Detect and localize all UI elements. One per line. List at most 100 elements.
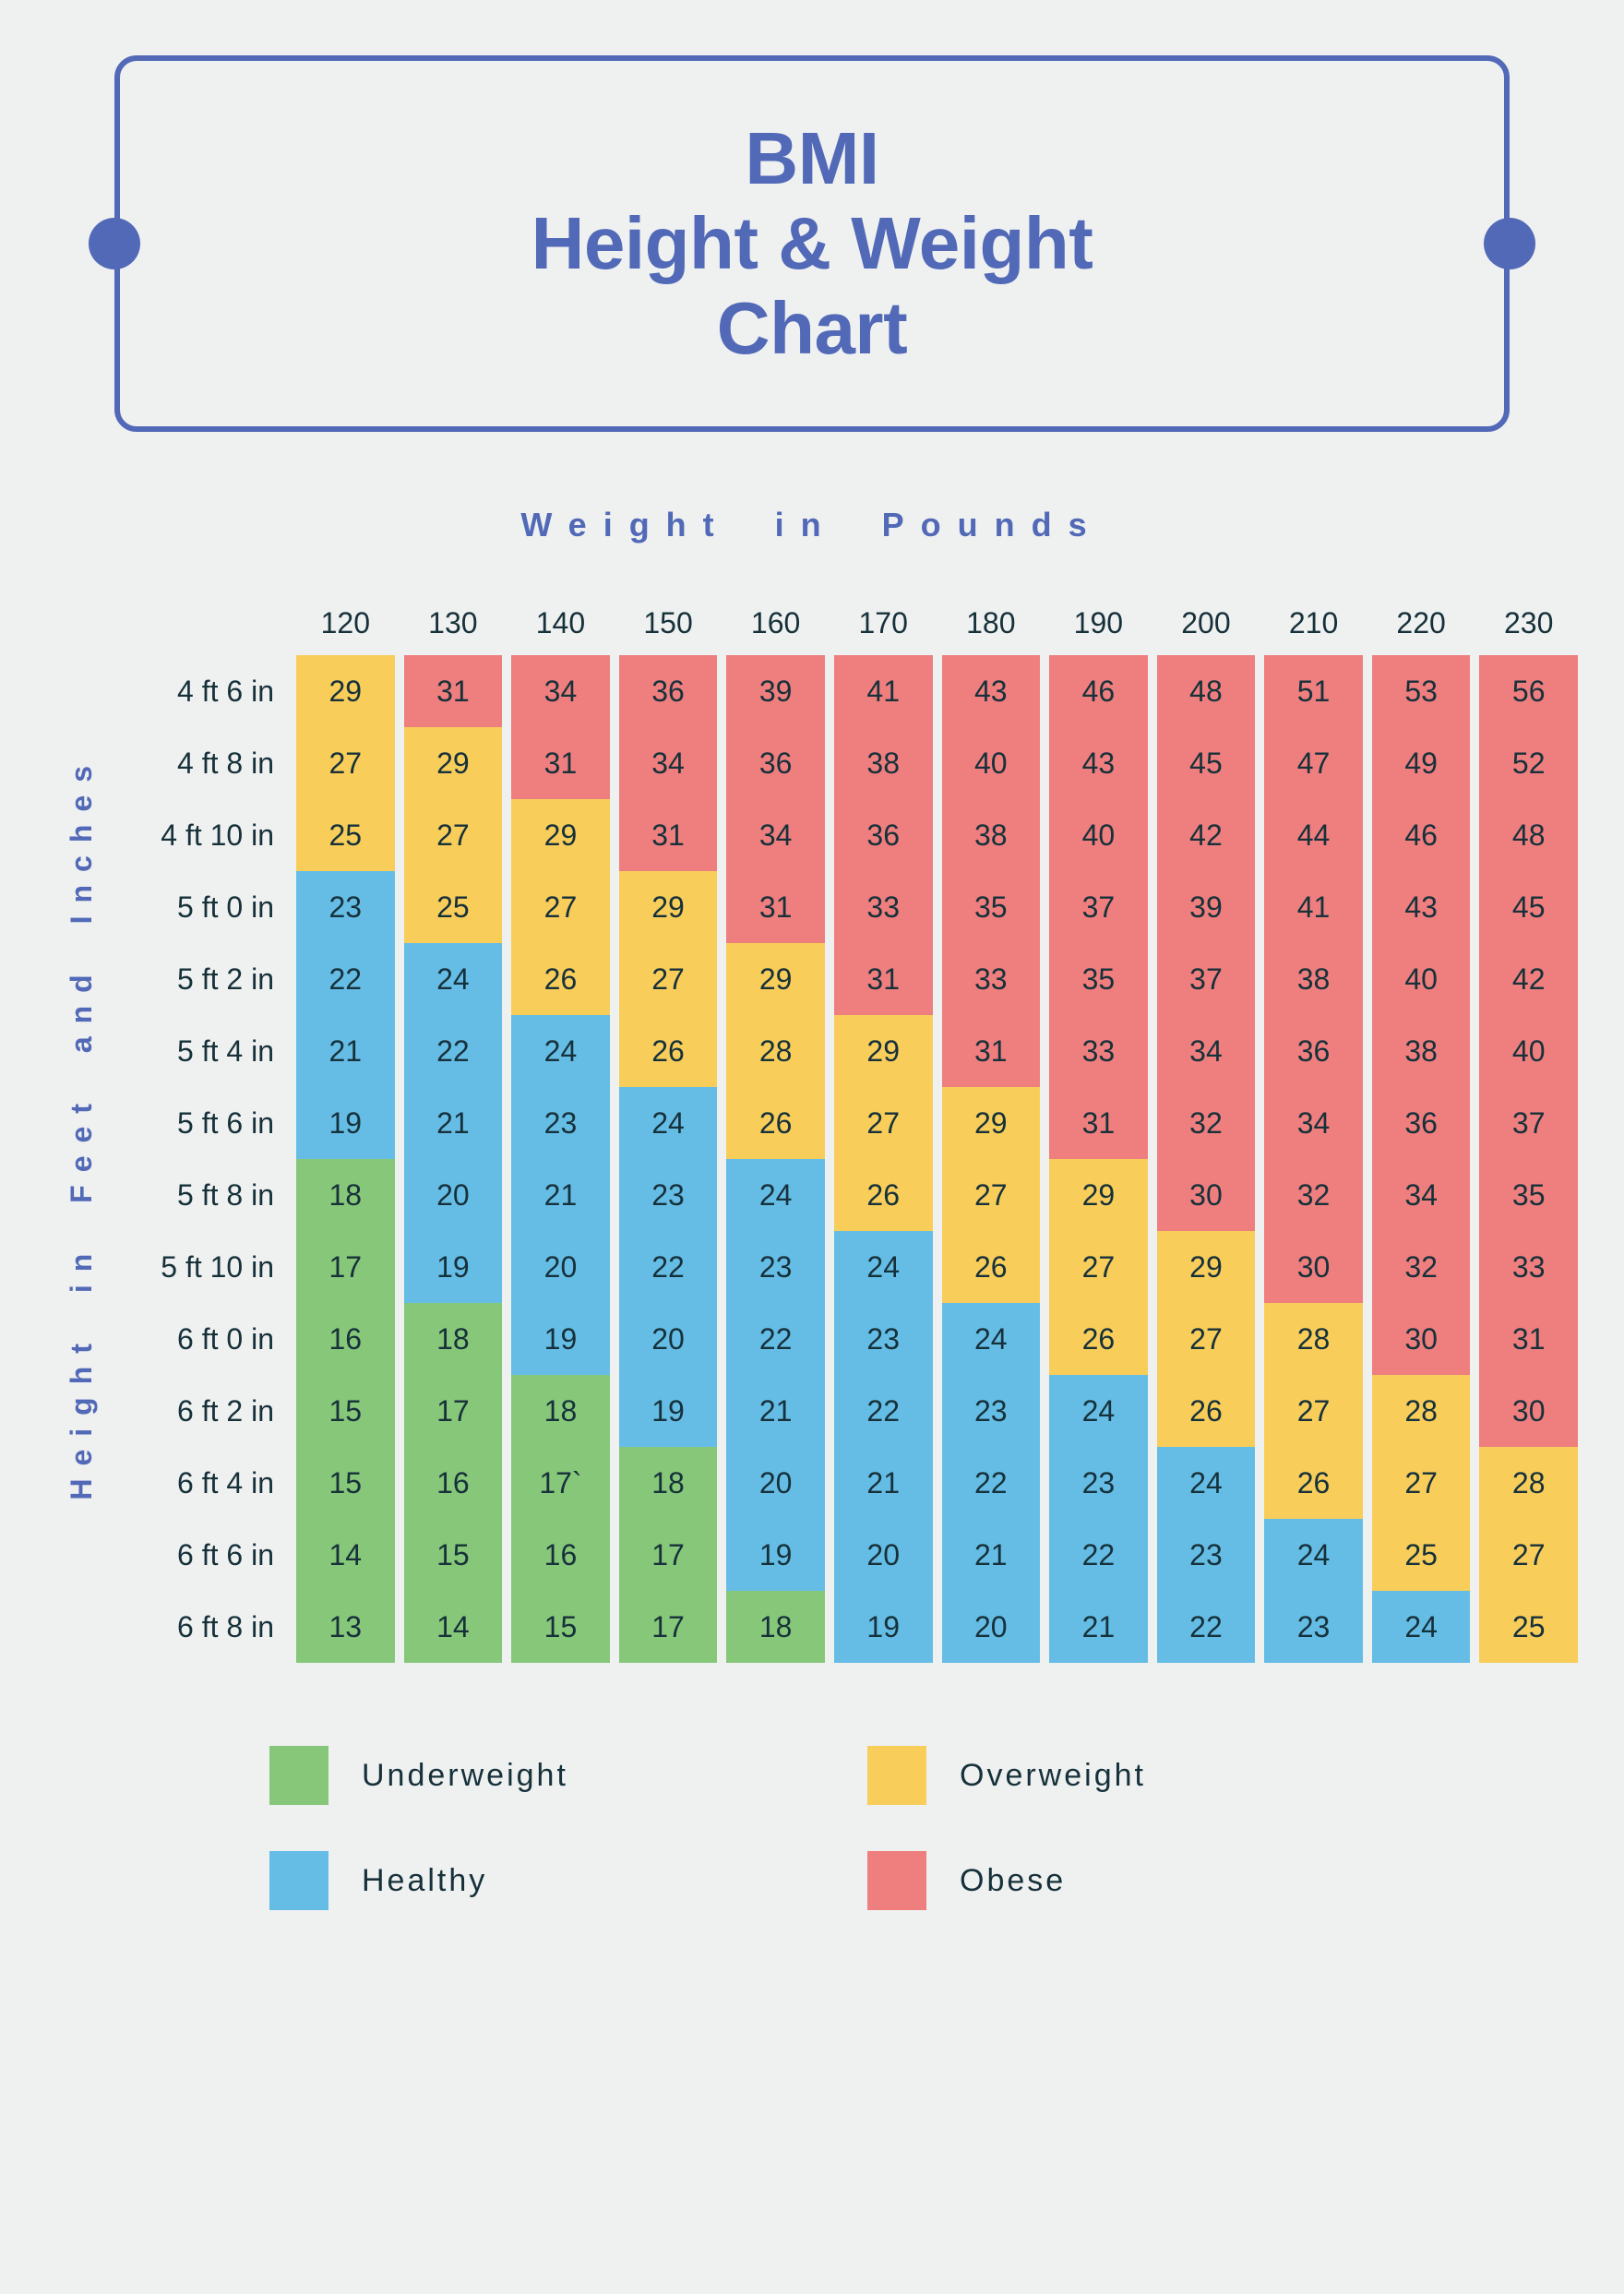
legend-swatch — [269, 1851, 328, 1910]
bmi-cell: 22 — [942, 1447, 1041, 1519]
col-gap — [502, 1303, 511, 1375]
bmi-cell: 37 — [1049, 871, 1148, 943]
bmi-cell: 20 — [404, 1159, 503, 1231]
bmi-cell: 21 — [942, 1519, 1041, 1591]
bmi-cell: 33 — [942, 943, 1041, 1015]
bmi-cell: 24 — [511, 1015, 610, 1087]
bmi-cell: 45 — [1479, 871, 1578, 943]
grid-corner — [121, 591, 296, 655]
bmi-cell: 18 — [619, 1447, 718, 1519]
bmi-cell: 18 — [511, 1375, 610, 1447]
col-gap — [395, 1159, 404, 1231]
col-gap — [717, 1087, 726, 1159]
bmi-cell: 27 — [1049, 1231, 1148, 1303]
col-gap — [825, 1231, 834, 1303]
col-gap — [502, 727, 511, 799]
x-axis-label: Weight in Pounds — [37, 506, 1587, 544]
col-gap — [610, 943, 619, 1015]
page-title: BMI Height & Weight Chart — [157, 116, 1467, 371]
bmi-cell: 27 — [1157, 1303, 1256, 1375]
bmi-cell: 35 — [942, 871, 1041, 943]
legend-swatch — [269, 1746, 328, 1805]
height-label: 5 ft 4 in — [121, 1015, 296, 1087]
col-gap — [1040, 1447, 1049, 1519]
bmi-cell: 26 — [1049, 1303, 1148, 1375]
col-gap — [1578, 1303, 1587, 1375]
col-gap — [1255, 943, 1264, 1015]
col-gap — [1040, 727, 1049, 799]
bmi-cell: 36 — [1264, 1015, 1363, 1087]
col-gap — [1578, 1015, 1587, 1087]
col-gap — [1363, 871, 1372, 943]
bmi-cell: 30 — [1372, 1303, 1471, 1375]
bmi-cell: 27 — [942, 1159, 1041, 1231]
height-label: 4 ft 8 in — [121, 727, 296, 799]
col-gap — [825, 727, 834, 799]
col-gap — [933, 943, 942, 1015]
bmi-grid: 1201301401501601701801902002102202304 ft… — [121, 591, 1587, 1663]
col-gap — [825, 1015, 834, 1087]
col-gap — [502, 1159, 511, 1231]
col-gap — [1578, 1087, 1587, 1159]
bmi-cell: 41 — [1264, 871, 1363, 943]
bmi-cell: 32 — [1157, 1087, 1256, 1159]
col-gap — [502, 799, 511, 871]
bmi-cell: 21 — [834, 1447, 933, 1519]
bmi-cell: 34 — [1264, 1087, 1363, 1159]
col-gap — [1363, 1375, 1372, 1447]
legend-item: Underweight — [269, 1746, 757, 1805]
chart-area: Height in Feet and Inches 12013014015016… — [65, 591, 1587, 1663]
bmi-cell: 17 — [619, 1591, 718, 1663]
col-gap — [1363, 1591, 1372, 1663]
col-gap — [1470, 1447, 1479, 1519]
bmi-cell: 43 — [942, 655, 1041, 727]
col-gap — [1040, 799, 1049, 871]
bmi-cell: 34 — [1372, 1159, 1471, 1231]
col-gap — [717, 1591, 726, 1663]
col-gap — [717, 1519, 726, 1591]
bmi-cell: 29 — [619, 871, 718, 943]
col-gap — [1255, 727, 1264, 799]
col-gap — [825, 1159, 834, 1231]
bmi-cell: 31 — [511, 727, 610, 799]
col-gap — [1363, 1519, 1372, 1591]
bmi-cell: 34 — [511, 655, 610, 727]
col-gap — [1578, 1231, 1587, 1303]
bmi-cell: 33 — [834, 871, 933, 943]
bmi-cell: 14 — [296, 1519, 395, 1591]
legend-label: Underweight — [362, 1758, 568, 1794]
col-gap — [825, 1447, 834, 1519]
bmi-cell: 52 — [1479, 727, 1578, 799]
bmi-cell: 27 — [404, 799, 503, 871]
col-gap — [1148, 871, 1157, 943]
bmi-cell: 28 — [1264, 1303, 1363, 1375]
col-gap — [502, 1231, 511, 1303]
bmi-cell: 25 — [296, 799, 395, 871]
col-gap — [1470, 655, 1479, 727]
col-gap — [1148, 1519, 1157, 1591]
col-gap — [1255, 591, 1264, 655]
col-gap — [717, 1015, 726, 1087]
legend-label: Obese — [960, 1863, 1066, 1899]
col-gap — [1470, 799, 1479, 871]
height-label: 5 ft 2 in — [121, 943, 296, 1015]
bmi-cell: 23 — [296, 871, 395, 943]
col-gap — [395, 1375, 404, 1447]
col-gap — [1363, 591, 1372, 655]
bmi-cell: 56 — [1479, 655, 1578, 727]
col-gap — [1040, 655, 1049, 727]
bmi-cell: 43 — [1049, 727, 1148, 799]
bmi-cell: 21 — [1049, 1591, 1148, 1663]
col-gap — [1578, 655, 1587, 727]
col-gap — [1148, 1159, 1157, 1231]
col-gap — [1578, 1375, 1587, 1447]
bmi-cell: 29 — [404, 727, 503, 799]
bmi-cell: 35 — [1479, 1159, 1578, 1231]
bmi-cell: 15 — [296, 1375, 395, 1447]
col-gap — [1255, 1303, 1264, 1375]
col-gap — [1578, 1591, 1587, 1663]
col-gap — [395, 871, 404, 943]
legend-label: Healthy — [362, 1863, 487, 1899]
col-gap — [502, 1519, 511, 1591]
col-gap — [610, 591, 619, 655]
